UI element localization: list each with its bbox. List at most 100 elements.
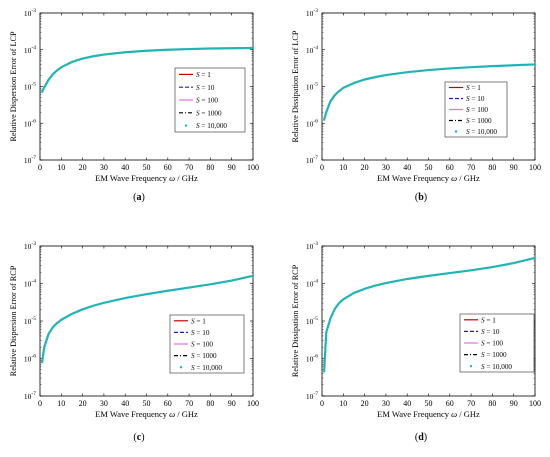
x-tick-label: 10 — [339, 399, 347, 408]
y-tick-label: 10-3 — [306, 241, 318, 251]
x-tick-label: 40 — [121, 399, 129, 408]
x-tick-label: 50 — [425, 163, 433, 172]
x-tick-label: 0 — [38, 163, 42, 172]
y-tick-label: 10-7 — [24, 391, 36, 401]
x-tick-label: 100 — [247, 163, 259, 172]
legend-entry-4: S = 10,000 — [196, 122, 227, 130]
y-tick-label: 10-3 — [306, 8, 318, 18]
panel-caption: (d) — [415, 432, 427, 443]
x-tick-label: 60 — [446, 163, 454, 172]
y-tick-label: 10-4 — [306, 45, 318, 55]
y-tick-label: 10-6 — [306, 354, 318, 364]
x-tick-label: 0 — [320, 163, 324, 172]
y-tick-label: 10-6 — [24, 118, 36, 128]
x-tick-label: 0 — [320, 399, 324, 408]
x-tick-label: 10 — [339, 163, 347, 172]
y-tick-label: 10-5 — [24, 82, 36, 92]
panel-caption: (b) — [415, 192, 427, 203]
legend-entry-0: S = 1 — [481, 316, 496, 324]
legend-entry-3: S = 1000 — [481, 351, 507, 359]
legend-entry-3: S = 1000 — [191, 352, 217, 360]
y-tick-label: 10-6 — [24, 354, 36, 364]
panel-caption: (a) — [133, 192, 145, 203]
x-tick-label: 60 — [446, 399, 454, 408]
y-tick-label: 10-5 — [24, 316, 36, 326]
y-tick-label: 10-4 — [24, 45, 36, 55]
legend-entry-3: S = 1000 — [196, 109, 222, 117]
x-tick-label: 10 — [57, 163, 65, 172]
legend-swatch-4 — [469, 365, 473, 368]
legend-entry-2: S = 100 — [466, 106, 488, 114]
x-tick-label: 100 — [247, 399, 259, 408]
legend-entry-1: S = 10 — [466, 95, 485, 103]
y-tick-label: 10-7 — [306, 391, 318, 401]
legend-swatch-4 — [179, 366, 183, 369]
legend-entry-3: S = 1000 — [466, 117, 492, 125]
legend-entry-1: S = 10 — [481, 328, 500, 336]
x-tick-label: 20 — [79, 163, 87, 172]
chart-panel-a: 0 10 20 30 40 50 60 70 80 90 100 10-7 10-6 10-5 10-4 10… — [9, 8, 259, 203]
series-line-4 — [41, 46, 255, 93]
x-tick-label: 80 — [488, 399, 496, 408]
chart-panel-d: 0 10 20 30 40 50 60 70 80 90 100 10-7 10-6 10-5 10-4 10… — [291, 241, 541, 443]
y-tick-label: 10-5 — [306, 316, 318, 326]
x-tick-label: 90 — [228, 163, 236, 172]
x-tick-label: 90 — [510, 163, 518, 172]
x-tick-label: 70 — [185, 163, 193, 172]
legend-swatch-4 — [454, 130, 458, 133]
series-line-4 — [41, 274, 255, 364]
y-tick-label: 10-7 — [306, 155, 318, 165]
x-tick-label: 70 — [185, 399, 193, 408]
panel-caption: (c) — [133, 432, 144, 443]
x-tick-label: 20 — [361, 399, 369, 408]
chart-panel-b: 0 10 20 30 40 50 60 70 80 90 100 10-7 10-6 10-5 10-4 10… — [291, 8, 541, 203]
x-axis-label: EM Wave Frequency ω / GHz — [95, 173, 198, 183]
chart-panel-c: 0 10 20 30 40 50 60 70 80 90 100 10-7 10-6 10-5 10-4 10… — [9, 241, 259, 443]
legend-entry-0: S = 1 — [191, 317, 206, 325]
x-axis-label: EM Wave Frequency ω / GHz — [95, 409, 198, 419]
legend-entry-4: S = 10,000 — [466, 128, 497, 136]
x-tick-label: 30 — [382, 163, 390, 172]
y-tick-label: 10-4 — [24, 279, 36, 289]
y-axis-label: Relative Dispersion Error of LCP — [9, 31, 18, 142]
y-tick-label: 10-7 — [24, 155, 36, 165]
x-tick-label: 80 — [206, 163, 214, 172]
series-line-4 — [323, 256, 537, 373]
y-tick-label: 10-3 — [24, 8, 36, 18]
x-tick-label: 70 — [467, 163, 475, 172]
x-axis-label: EM Wave Frequency ω / GHz — [377, 409, 480, 419]
x-tick-label: 70 — [467, 399, 475, 408]
series-line-4 — [323, 63, 537, 121]
legend-entry-1: S = 10 — [196, 84, 215, 92]
x-tick-label: 60 — [164, 399, 172, 408]
x-tick-label: 30 — [100, 163, 108, 172]
legend-entry-4: S = 10,000 — [191, 364, 222, 372]
x-tick-label: 40 — [403, 163, 411, 172]
x-tick-label: 50 — [143, 399, 151, 408]
x-tick-label: 60 — [164, 163, 172, 172]
x-tick-label: 100 — [529, 399, 541, 408]
legend-entry-2: S = 100 — [191, 341, 213, 349]
y-tick-label: 10-6 — [306, 118, 318, 128]
y-axis-label: Relative Dissipation Error of RCP — [291, 264, 300, 377]
y-tick-label: 10-5 — [306, 82, 318, 92]
x-tick-label: 90 — [228, 399, 236, 408]
x-tick-label: 100 — [529, 163, 541, 172]
x-tick-label: 50 — [425, 399, 433, 408]
x-tick-label: 30 — [100, 399, 108, 408]
legend-entry-1: S = 10 — [191, 329, 210, 337]
legend-entry-0: S = 1 — [196, 71, 211, 79]
legend-entry-0: S = 1 — [466, 84, 481, 92]
x-axis-label: EM Wave Frequency ω / GHz — [377, 173, 480, 183]
legend-swatch-4 — [184, 124, 188, 127]
x-tick-label: 50 — [143, 163, 151, 172]
legend-entry-2: S = 100 — [196, 97, 218, 105]
legend-entry-4: S = 10,000 — [481, 363, 512, 371]
x-tick-label: 40 — [403, 399, 411, 408]
x-tick-label: 80 — [488, 163, 496, 172]
x-tick-label: 40 — [121, 163, 129, 172]
x-tick-label: 80 — [206, 399, 214, 408]
x-tick-label: 20 — [79, 399, 87, 408]
x-tick-label: 90 — [510, 399, 518, 408]
